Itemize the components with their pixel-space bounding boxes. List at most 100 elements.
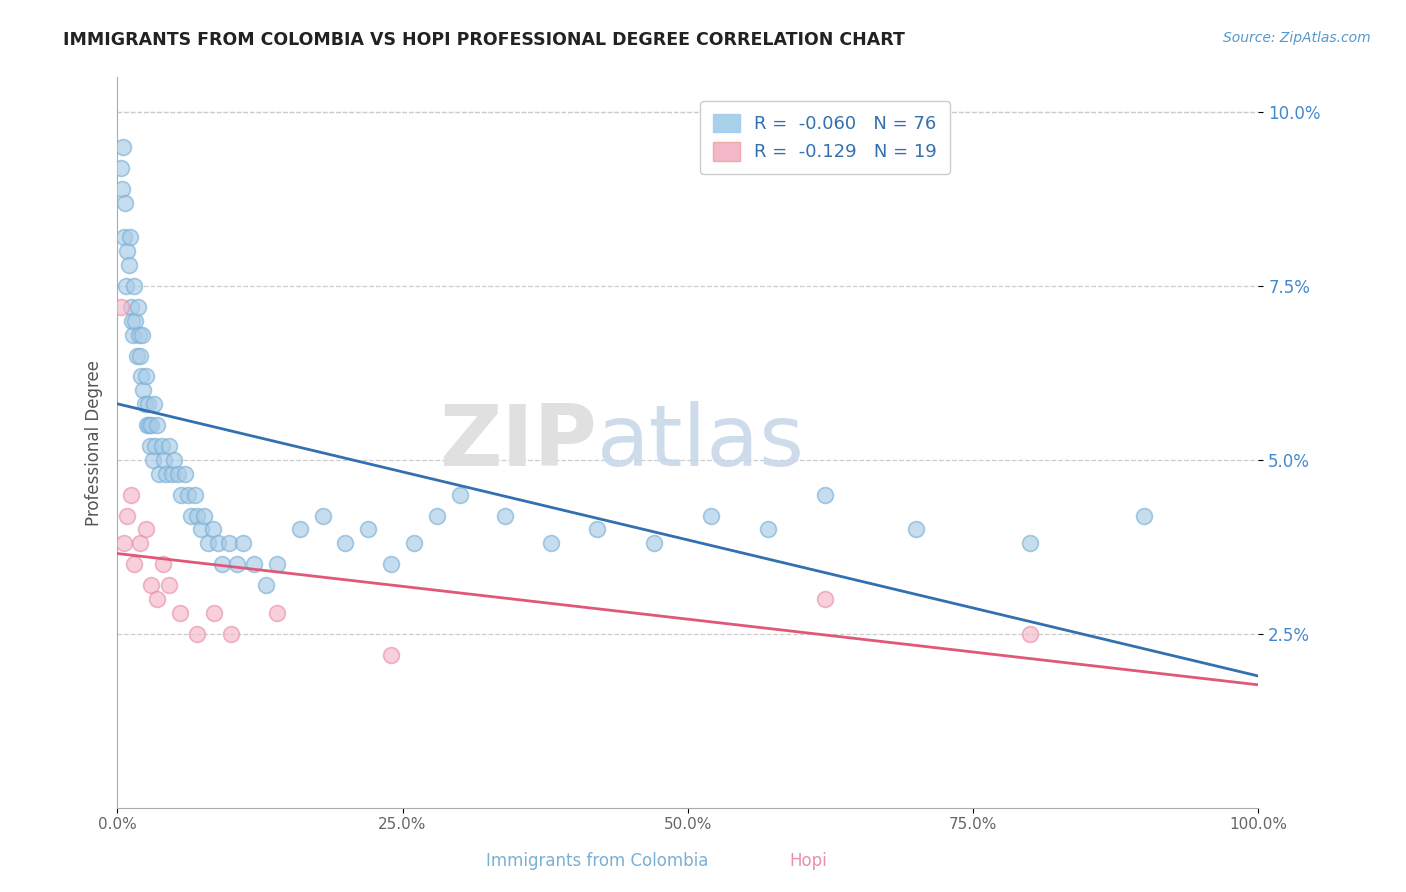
Point: [121, 314, 143, 328]
Point: [135, 418, 157, 433]
Point: [117, 244, 139, 259]
Point: [311, 508, 333, 523]
Point: [160, 467, 183, 481]
Point: [184, 488, 207, 502]
Point: [173, 467, 195, 481]
Point: [232, 536, 254, 550]
Point: [157, 578, 180, 592]
Point: [380, 648, 402, 662]
Point: [112, 230, 135, 244]
Text: ZIP: ZIP: [439, 401, 596, 484]
Point: [136, 397, 159, 411]
Point: [643, 536, 665, 550]
Point: [114, 195, 136, 210]
Point: [540, 536, 562, 550]
Point: [141, 418, 163, 433]
Point: [266, 606, 288, 620]
Point: [357, 523, 380, 537]
Y-axis label: Professional Degree: Professional Degree: [86, 359, 103, 525]
Point: [131, 327, 153, 342]
Point: [122, 327, 145, 342]
Point: [170, 488, 193, 502]
Point: [118, 230, 141, 244]
Point: [186, 627, 208, 641]
Point: [112, 536, 135, 550]
Point: [1019, 627, 1042, 641]
Point: [157, 439, 180, 453]
Point: [288, 523, 311, 537]
Point: [449, 488, 471, 502]
Point: [180, 508, 202, 523]
Point: [146, 592, 169, 607]
Point: [380, 558, 402, 572]
Point: [207, 536, 229, 550]
Point: [218, 536, 240, 550]
Point: [226, 558, 249, 572]
Point: [494, 508, 516, 523]
Point: [402, 536, 425, 550]
Point: [193, 508, 215, 523]
Point: [169, 606, 191, 620]
Point: [111, 182, 134, 196]
Point: [110, 161, 132, 175]
Point: [146, 418, 169, 433]
Point: [585, 523, 607, 537]
Point: [814, 592, 837, 607]
Point: [115, 279, 138, 293]
Point: [150, 439, 173, 453]
Point: [211, 558, 233, 572]
Point: [117, 258, 139, 272]
Point: [129, 369, 152, 384]
Point: [135, 369, 157, 384]
Point: [132, 384, 155, 398]
Point: [197, 536, 219, 550]
Point: [139, 439, 162, 453]
Text: Hopi: Hopi: [790, 852, 827, 870]
Point: [125, 349, 148, 363]
Point: [153, 453, 176, 467]
Point: [1019, 536, 1042, 550]
Point: [111, 140, 134, 154]
Point: [221, 627, 243, 641]
Point: [202, 606, 225, 620]
Point: [124, 558, 146, 572]
Point: [905, 523, 928, 537]
Point: [254, 578, 277, 592]
Point: [141, 578, 163, 592]
Point: [128, 327, 150, 342]
Text: Immigrants from Colombia: Immigrants from Colombia: [486, 852, 709, 870]
Point: [155, 467, 177, 481]
Text: Source: ZipAtlas.com: Source: ZipAtlas.com: [1223, 31, 1371, 45]
Point: [699, 508, 721, 523]
Point: [129, 536, 152, 550]
Point: [127, 300, 149, 314]
Point: [166, 467, 188, 481]
Point: [177, 488, 200, 502]
Point: [266, 558, 288, 572]
Point: [129, 349, 152, 363]
Point: [135, 523, 157, 537]
Text: atlas: atlas: [596, 401, 804, 484]
Point: [143, 439, 166, 453]
Point: [335, 536, 357, 550]
Point: [1133, 508, 1156, 523]
Point: [138, 418, 160, 433]
Point: [202, 523, 225, 537]
Point: [426, 508, 449, 523]
Point: [134, 397, 156, 411]
Point: [814, 488, 837, 502]
Text: IMMIGRANTS FROM COLOMBIA VS HOPI PROFESSIONAL DEGREE CORRELATION CHART: IMMIGRANTS FROM COLOMBIA VS HOPI PROFESS…: [63, 31, 905, 49]
Point: [142, 453, 165, 467]
Point: [186, 508, 208, 523]
Legend: R =  -0.060   N = 76, R =  -0.129   N = 19: R = -0.060 N = 76, R = -0.129 N = 19: [700, 101, 949, 174]
Point: [190, 523, 212, 537]
Point: [142, 397, 165, 411]
Point: [110, 300, 132, 314]
Point: [120, 300, 142, 314]
Point: [152, 558, 174, 572]
Point: [756, 523, 779, 537]
Point: [148, 467, 170, 481]
Point: [124, 279, 146, 293]
Point: [120, 488, 142, 502]
Point: [124, 314, 146, 328]
